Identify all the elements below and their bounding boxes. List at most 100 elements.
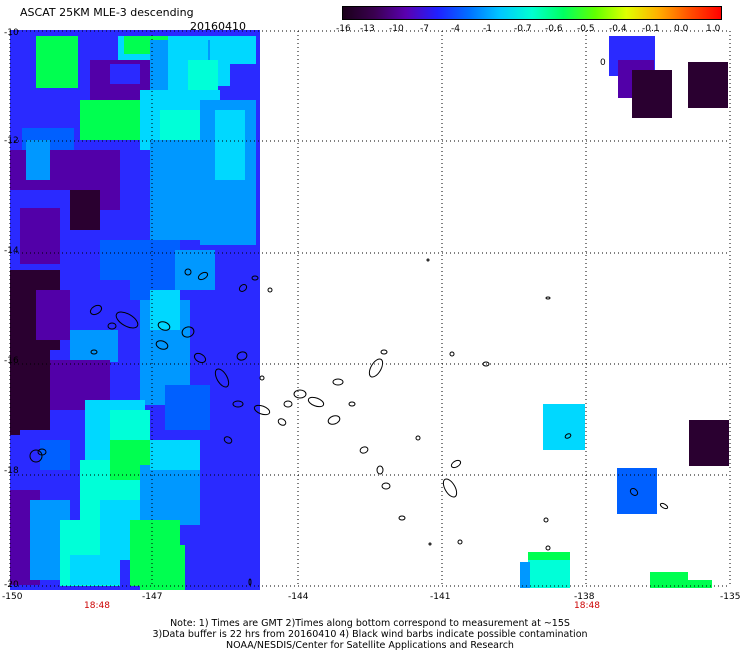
map-date: 20160410	[190, 20, 246, 33]
atoll-outline	[545, 545, 551, 551]
data-cell	[150, 440, 200, 470]
atoll-outline	[232, 400, 244, 408]
data-cell	[175, 250, 215, 290]
latitude-label: -20	[4, 580, 19, 590]
color-scale-tick: -0.6	[545, 24, 563, 34]
latitude-label: -18	[4, 466, 19, 476]
atoll-outline	[426, 258, 430, 262]
data-cell	[36, 290, 76, 340]
longitude-label: -147	[142, 592, 163, 602]
color-scale-tick: -0.5	[577, 24, 595, 34]
atoll-outline	[29, 449, 43, 463]
atoll-outline	[376, 465, 384, 475]
atoll-outline	[259, 375, 265, 381]
longitude-label: -135	[720, 592, 740, 602]
data-cell	[26, 140, 50, 180]
atoll-outline	[457, 539, 463, 545]
atoll-outline	[223, 436, 233, 444]
atoll-outline	[90, 349, 98, 355]
data-cell	[686, 580, 712, 588]
atoll-outline	[214, 368, 230, 388]
atoll-outline	[545, 296, 551, 300]
atoll-outline	[197, 271, 209, 281]
data-cell	[140, 545, 185, 590]
atoll-outline	[155, 340, 169, 350]
color-scale-tick: -16	[336, 24, 351, 34]
pass-time-label: 18:48	[84, 601, 110, 611]
footnote-line-3: NOAA/NESDIS/Center for Satellite Applica…	[226, 640, 514, 651]
atoll-outline	[428, 542, 432, 546]
atoll-outline	[327, 415, 341, 425]
atoll-outline	[332, 378, 344, 386]
data-cell	[70, 190, 100, 230]
atoll-outline	[380, 349, 388, 355]
color-scale-bar	[342, 6, 722, 20]
latitude-label: -14	[4, 246, 19, 256]
longitude-label: -144	[288, 592, 309, 602]
atoll-outline	[543, 517, 549, 523]
data-cell	[689, 420, 729, 466]
atoll-outline	[398, 515, 406, 521]
data-cell	[650, 572, 688, 588]
atoll-outline	[253, 404, 271, 416]
color-scale-tick: -10	[389, 24, 404, 34]
pass-time-label: 18:48	[574, 601, 600, 611]
data-cell	[70, 330, 118, 362]
atoll-outline	[283, 400, 293, 408]
atoll-outline	[236, 351, 248, 361]
footnote-line-1: Note: 1) Times are GMT 2)Times along bot…	[170, 618, 570, 629]
atoll-outline	[277, 418, 287, 426]
data-cell	[60, 230, 100, 270]
atoll-outline	[251, 275, 259, 281]
atoll-outline	[267, 287, 273, 293]
atoll-outline	[307, 396, 325, 408]
data-cell	[543, 404, 585, 450]
color-scale-tick: -0.1	[642, 24, 660, 34]
latitude-label: -10	[4, 28, 19, 38]
data-cell	[110, 368, 140, 398]
footnote-line-2: 3)Data buffer is 22 hrs from 20160410 4)…	[152, 629, 588, 640]
data-cell	[528, 552, 570, 562]
atoll-outline	[107, 322, 117, 330]
atoll-outline	[381, 482, 391, 490]
latitude-label: -16	[4, 356, 19, 366]
atoll-outline	[248, 578, 252, 586]
atoll-outline	[564, 433, 572, 439]
atoll-outline	[629, 488, 639, 496]
atoll-outline	[450, 459, 462, 469]
atoll-outline	[293, 389, 307, 399]
data-cell	[520, 562, 530, 588]
data-cell	[70, 280, 130, 330]
data-cell	[20, 208, 60, 264]
data-cell	[110, 64, 140, 84]
atoll-outline	[659, 502, 669, 510]
color-scale-tick: -0.7	[514, 24, 532, 34]
atoll-outline	[442, 478, 458, 498]
color-scale-tick: -13	[360, 24, 375, 34]
atoll-outline	[482, 361, 490, 367]
data-cell	[150, 140, 200, 240]
data-cell	[200, 230, 256, 245]
atoll-outline	[359, 446, 369, 454]
atoll-outline	[193, 352, 207, 364]
data-cell	[10, 345, 50, 435]
data-cell	[528, 560, 570, 588]
color-scale-tick: -4	[451, 24, 460, 34]
atoll-outline	[184, 268, 192, 276]
atoll-outline	[181, 326, 195, 338]
atoll-outline	[37, 448, 47, 456]
data-cell	[215, 110, 245, 180]
atoll-outline	[368, 358, 384, 378]
longitude-label: -138	[574, 592, 595, 602]
data-cell	[165, 385, 210, 430]
color-scale-tick: -0.4	[609, 24, 627, 34]
data-cell	[150, 290, 180, 330]
latitude-label: -12	[4, 136, 19, 146]
data-cell	[40, 440, 70, 470]
data-cell	[140, 465, 200, 525]
atoll-outline	[415, 435, 421, 441]
data-cell	[36, 36, 78, 88]
data-cell	[688, 62, 728, 108]
atoll-outline	[238, 284, 248, 292]
